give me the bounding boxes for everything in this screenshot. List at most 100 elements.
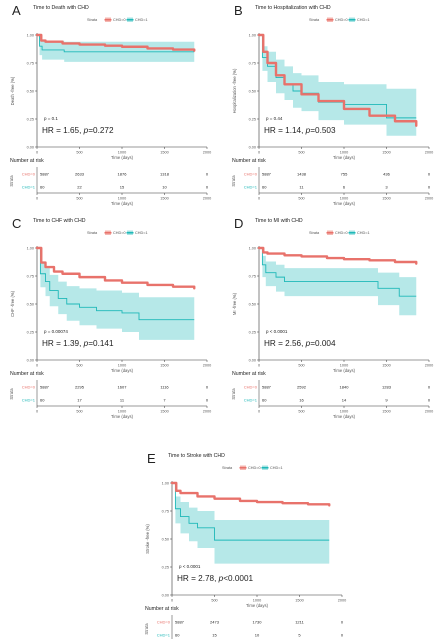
hr-p-value: 0.503 [315, 126, 336, 135]
legend-label: CHD=0 [113, 18, 126, 22]
hr-p-value: 0.141 [93, 339, 114, 348]
x-tick-label: 1000 [118, 151, 126, 155]
hr-value: 2.56 [285, 339, 301, 348]
risk-table-cell: 0 [428, 172, 431, 177]
y-tick-label: 0.00 [27, 146, 34, 150]
y-tick-label: 0.50 [162, 538, 169, 542]
risk-table-strata-label: CHD=0 [22, 172, 36, 177]
risk-table-x-tick-label: 1500 [382, 197, 390, 201]
hr-p-value: 0.004 [315, 339, 336, 348]
risk-table-x-tick-label: 500 [298, 410, 304, 414]
risk-table-x-tick-label: 1500 [382, 410, 390, 414]
risk-table-cell: 15 [120, 185, 125, 190]
logrank-p-value: p < 0.0001 [179, 564, 201, 569]
survival-curves [35, 246, 196, 340]
hazard-ratio: HR = 1.39, p=0.141 [42, 339, 114, 348]
risk-table-strata-title: Strata [231, 388, 236, 400]
risk-table-cell: 15 [212, 633, 217, 638]
panel-letter: D [234, 216, 243, 231]
legend-title: Strata [87, 231, 98, 235]
risk-table-cell: 14 [342, 398, 347, 403]
x-tick-label: 0 [258, 151, 260, 155]
risk-table-title: Number at risk [232, 371, 266, 377]
risk-table-cell: 17 [77, 398, 82, 403]
risk-table-cell: 5887 [262, 385, 272, 390]
y-axis-title: CHF -free (%) [10, 290, 15, 317]
hazard-ratio: HR = 1.14, p=0.503 [264, 126, 336, 135]
y-tick-label: 0.75 [162, 510, 169, 514]
legend-label: CHD=1 [135, 18, 148, 22]
risk-table-x-title: Time (days) [111, 414, 134, 419]
hr-prefix: HR = [264, 339, 285, 348]
risk-table-strata-label: CHD=0 [157, 620, 171, 625]
hazard-ratio: HR = 2.56, p=0.004 [264, 339, 336, 348]
legend-title: Strata [309, 18, 320, 22]
panel-title: Time to CHF with CHD [33, 218, 86, 224]
km-curve-chd0 [170, 481, 331, 507]
logrank-p-value: p = 0.00074 [44, 329, 68, 334]
risk-table-cell: 60 [262, 185, 267, 190]
y-tick-label: 0.50 [249, 303, 256, 307]
hr-p-operator: < [223, 574, 228, 583]
risk-table-cell: 60 [175, 633, 180, 638]
logrank-p-value: p < 0.0001 [266, 329, 288, 334]
risk-table-strata-label: CHD=1 [22, 398, 36, 403]
risk-table: Number at risk CHD=0 CHD=1 Strata 5887 2592 18… [231, 371, 433, 419]
axes: 0.00 0.25 0.50 0.75 1.00 0 500 1000 1500 2000 Time… [232, 33, 433, 160]
axes: 0.00 0.25 0.50 0.75 1.00 0 500 1000 1500 2000 Time… [10, 33, 211, 160]
hr-separator: , [301, 126, 306, 135]
x-tick-label: 2000 [203, 364, 211, 368]
risk-table-x-tick-label: 1000 [118, 410, 126, 414]
y-tick-label: 0.25 [249, 331, 256, 335]
panel-letter: B [234, 3, 243, 18]
hr-p-symbol: p [218, 574, 224, 583]
risk-table-strata-label: CHD=1 [157, 633, 171, 638]
y-tick-label: 0.00 [27, 359, 34, 363]
hr-p-value: 0.0001 [228, 574, 253, 583]
risk-table-x-tick-label: 0 [258, 197, 260, 201]
y-tick-label: 0.00 [249, 146, 256, 150]
risk-table-strata-label: CHD=1 [22, 185, 36, 190]
x-tick-label: 1000 [340, 364, 348, 368]
legend-label: CHD=0 [335, 231, 348, 235]
legend-label: CHD=0 [248, 466, 261, 470]
risk-table-cell: 10 [162, 185, 167, 190]
risk-table-strata-title: Strata [9, 388, 14, 400]
survival-curves [257, 246, 418, 316]
risk-table-cell: 5887 [40, 385, 50, 390]
risk-table-cell: 5887 [40, 172, 50, 177]
km-curve-chd0 [257, 33, 418, 127]
x-tick-label: 1000 [253, 599, 261, 603]
risk-table-cell: 60 [40, 398, 45, 403]
risk-table-cell: 6 [343, 185, 346, 190]
hr-p-operator: = [310, 339, 315, 348]
risk-table-cell: 1211 [295, 620, 304, 625]
x-tick-label: 1500 [160, 364, 168, 368]
legend-title: Strata [87, 18, 98, 22]
hazard-ratio: HR = 1.65, p=0.272 [42, 126, 114, 135]
axes: 0.00 0.25 0.50 0.75 1.00 0 500 1000 1500 2000 Time… [232, 246, 433, 373]
km-curve-chd1 [37, 247, 195, 321]
hr-p-operator: = [88, 126, 93, 135]
x-tick-label: 2000 [425, 364, 433, 368]
survival-curves [35, 33, 196, 62]
risk-table-cell: 1438 [297, 172, 307, 177]
km-curve-chd0 [257, 246, 418, 265]
panel-title: Time to MI with CHD [255, 218, 303, 224]
risk-table-cell: 5887 [262, 172, 272, 177]
risk-table: Number at risk CHD=0 CHD=1 Strata 5887 2295 16… [9, 371, 211, 419]
hr-value: 1.14 [285, 126, 301, 135]
x-axis-title: Time (days) [111, 368, 134, 373]
y-tick-label: 0.25 [27, 118, 34, 122]
panel-a: A Time to Death with CHD Strata CHD=0 CHD=1 0… [9, 3, 211, 206]
km-curve-chd1 [172, 482, 330, 541]
risk-table-x-tick-label: 1500 [160, 197, 168, 201]
risk-table-strata-label: CHD=0 [22, 385, 36, 390]
risk-table-x-tick-label: 0 [36, 197, 38, 201]
x-tick-label: 0 [36, 151, 38, 155]
risk-table-strata-label: CHD=1 [244, 185, 258, 190]
risk-table-cell: 22 [77, 185, 82, 190]
legend: Strata CHD=0 CHD=1 [309, 230, 370, 235]
x-tick-label: 500 [211, 599, 217, 603]
legend-title: Strata [222, 466, 233, 470]
